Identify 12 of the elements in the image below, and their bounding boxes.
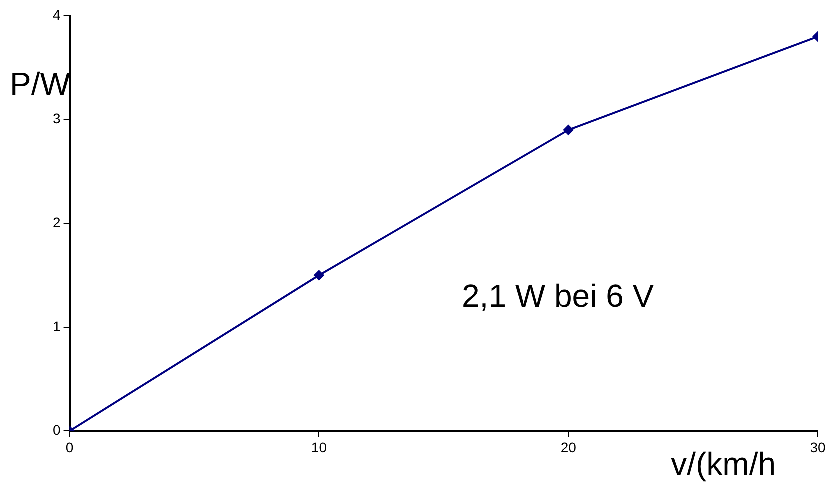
x-tick-label: 30: [810, 439, 826, 456]
y-tick-label: 0: [52, 422, 61, 438]
x-axis-title: v/(km/h: [671, 446, 776, 482]
x-tick-label: 0: [66, 439, 74, 456]
annotation: 2,1 W bei 6 V: [462, 278, 655, 314]
y-tick-label: 2: [52, 214, 61, 230]
y-tick-label: 3: [52, 110, 61, 127]
x-tick-label: 20: [560, 439, 577, 456]
y-axis-title: P/W: [10, 66, 72, 102]
y-tick-label: 1: [52, 318, 61, 334]
y-tick-label: 4: [52, 6, 61, 23]
x-tick-label: 10: [311, 439, 328, 456]
